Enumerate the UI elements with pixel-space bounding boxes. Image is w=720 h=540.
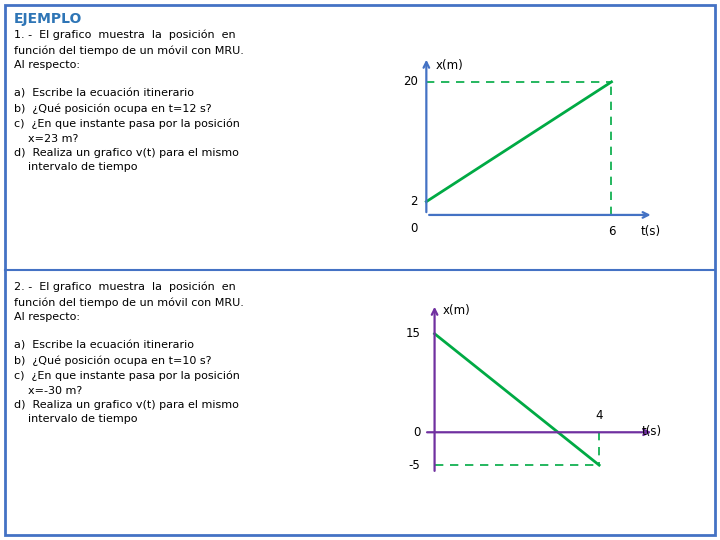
Text: 2: 2	[410, 195, 418, 208]
Text: x(m): x(m)	[436, 58, 464, 72]
Text: 20: 20	[402, 76, 418, 89]
Text: 1. -  El grafico  muestra  la  posición  en
función del tiempo de un móvil con M: 1. - El grafico muestra la posición en f…	[14, 30, 244, 172]
Text: t(s): t(s)	[641, 225, 661, 238]
Text: 0: 0	[410, 221, 418, 234]
Text: -5: -5	[408, 458, 420, 471]
Text: 15: 15	[405, 327, 420, 340]
Text: 2. -  El grafico  muestra  la  posición  en
función del tiempo de un móvil con M: 2. - El grafico muestra la posición en f…	[14, 282, 244, 424]
Text: 0: 0	[413, 426, 420, 439]
Text: t(s): t(s)	[642, 424, 662, 437]
Text: x(m): x(m)	[443, 304, 471, 317]
Text: 6: 6	[608, 225, 615, 238]
Text: EJEMPLO: EJEMPLO	[14, 12, 82, 26]
Text: 4: 4	[595, 409, 603, 422]
